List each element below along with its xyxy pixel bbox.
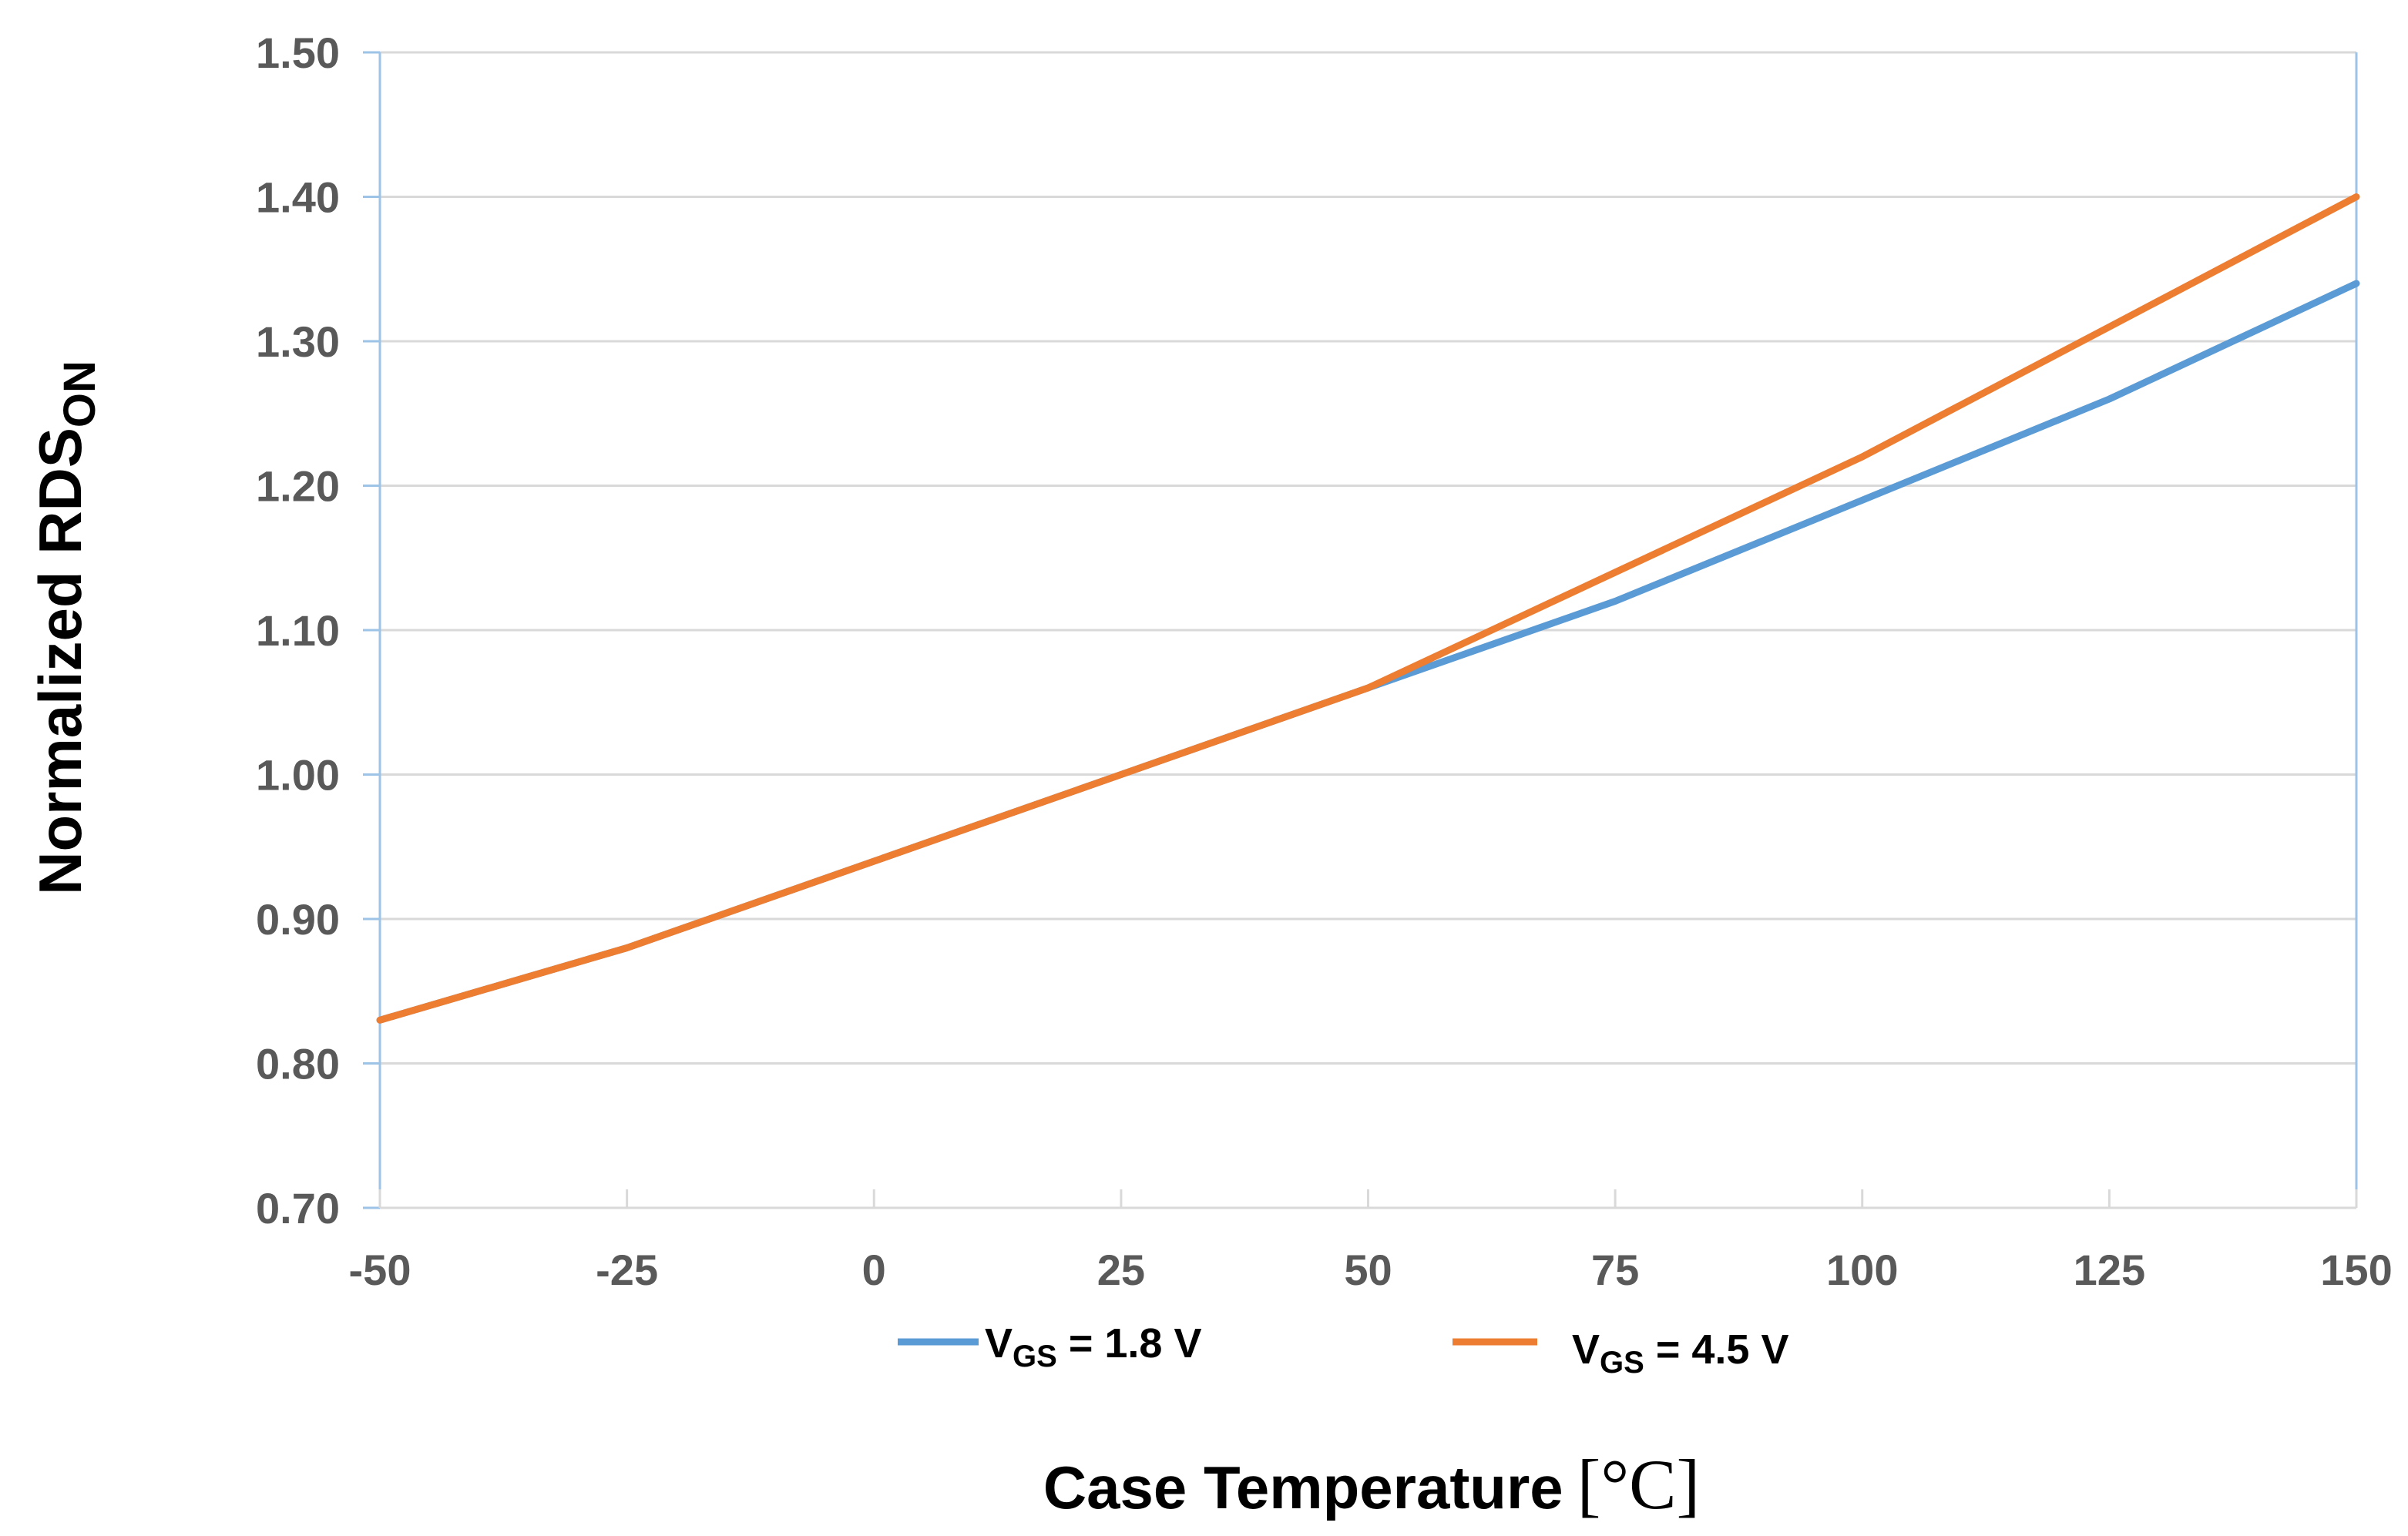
x-tick-label: 100 (1826, 1246, 1898, 1294)
x-tick-label: 125 (2074, 1246, 2145, 1294)
x-tick-label: 25 (1097, 1246, 1145, 1294)
x-axis-title-unit: [°C] (1577, 1445, 1700, 1524)
x-tick-label: 0 (862, 1246, 886, 1294)
y-tick-label: 1.20 (256, 462, 340, 511)
x-tick-label: 150 (2320, 1246, 2392, 1294)
legend-label-vgs-4-5: VGS = 4.5 V (1572, 1326, 1788, 1380)
axes (363, 51, 2358, 1209)
y-tick-label: 1.40 (256, 173, 340, 222)
y-tick-label: 1.00 (256, 751, 340, 800)
series-lines (376, 193, 2360, 1024)
y-tick-label: 1.10 (256, 606, 340, 655)
legend-label-vgs-1-8: VGS = 1.8 V (985, 1320, 1201, 1373)
legend: VGS = 1.8 V VGS = 4.5 V (898, 1320, 1788, 1380)
y-tick-label: 1.50 (256, 29, 340, 77)
y-axis-title: Normalized RDSON (26, 361, 105, 895)
tick-labels: 0.70 0.80 0.90 1.00 1.10 1.20 1.30 1.40 1.50 -50 -… (256, 29, 2393, 1294)
y-tick-label: 0.70 (256, 1184, 340, 1232)
series-line-vgs-4-5 (376, 193, 2360, 1024)
y-axis-title-subscript: ON (55, 361, 105, 428)
y-tick-label: 0.80 (256, 1040, 340, 1088)
x-tick-label: 75 (1591, 1246, 1639, 1294)
y-tick-label: 1.30 (256, 317, 340, 366)
x-tick-label: -50 (349, 1246, 411, 1294)
x-axis-title-main: Case Temperature (1043, 1454, 1563, 1521)
y-axis-title-main: Normalized RDS (26, 428, 94, 895)
x-tick-label: -25 (596, 1246, 658, 1294)
x-axis-title: Case Temperature [°C] (1043, 1445, 1700, 1524)
y-tick-label: 0.90 (256, 895, 340, 944)
x-tick-label: 50 (1344, 1246, 1392, 1294)
